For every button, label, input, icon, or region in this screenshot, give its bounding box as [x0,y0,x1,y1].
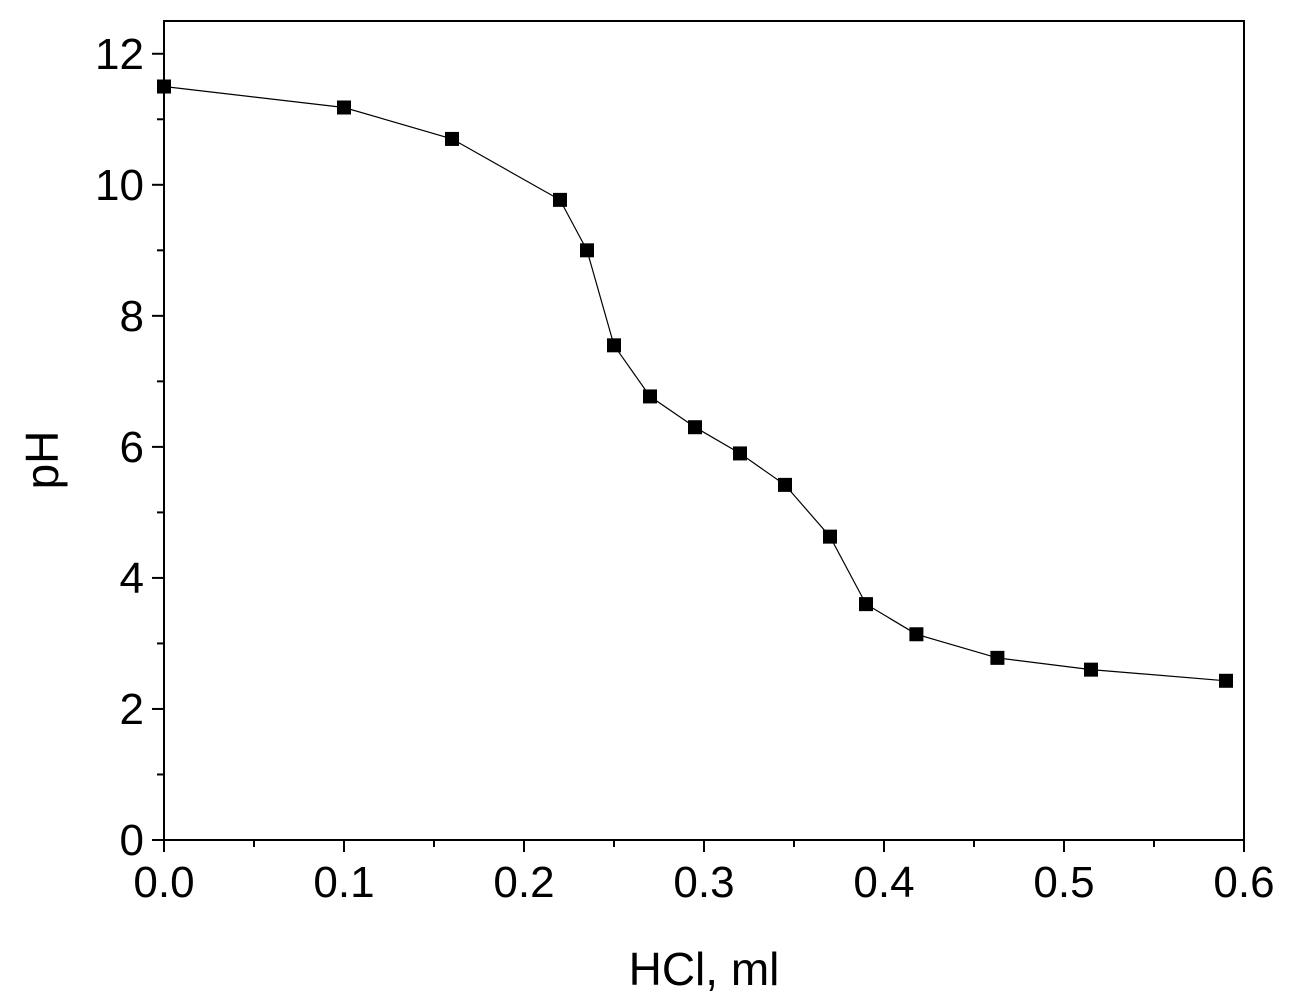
y-tick-label: 2 [120,685,144,734]
x-tick-label: 0.6 [1213,858,1274,907]
y-axis: 0 2 4 6 8 10 12 [95,30,164,865]
x-tick-label: 0.5 [1033,858,1094,907]
data-point [1219,673,1233,688]
data-point [688,420,702,435]
data-point [823,529,837,544]
data-point [553,192,567,207]
y-tick-label: 4 [120,554,144,603]
x-axis: 0.0 0.1 0.2 0.3 0.4 0.5 0.6 [133,840,1275,907]
data-point [337,100,351,115]
plot-frame [163,20,1245,841]
data-point [909,627,924,642]
x-tick-label: 0.2 [493,858,554,907]
data-point [643,389,657,404]
x-axis-title: HCl, ml [629,943,780,995]
data-markers [157,79,1233,688]
x-tick-label: 0.1 [313,858,374,907]
y-tick-label: 10 [95,161,144,210]
data-point [580,243,594,258]
data-point [778,477,792,492]
y-axis-title: pH [16,431,68,490]
data-point [1084,662,1098,677]
data-point [859,597,873,612]
data-point [607,338,621,353]
y-tick-label: 8 [120,292,144,341]
y-tick-label: 12 [95,30,144,79]
data-point [733,446,747,461]
x-tick-label: 0.3 [673,858,734,907]
data-point [157,79,171,94]
data-point [445,131,459,146]
data-point [990,650,1005,665]
x-tick-label: 0.0 [133,858,194,907]
series-line [163,85,1227,682]
y-tick-label: 6 [120,423,144,472]
x-tick-label: 0.4 [853,858,914,907]
y-tick-label: 0 [120,816,144,865]
